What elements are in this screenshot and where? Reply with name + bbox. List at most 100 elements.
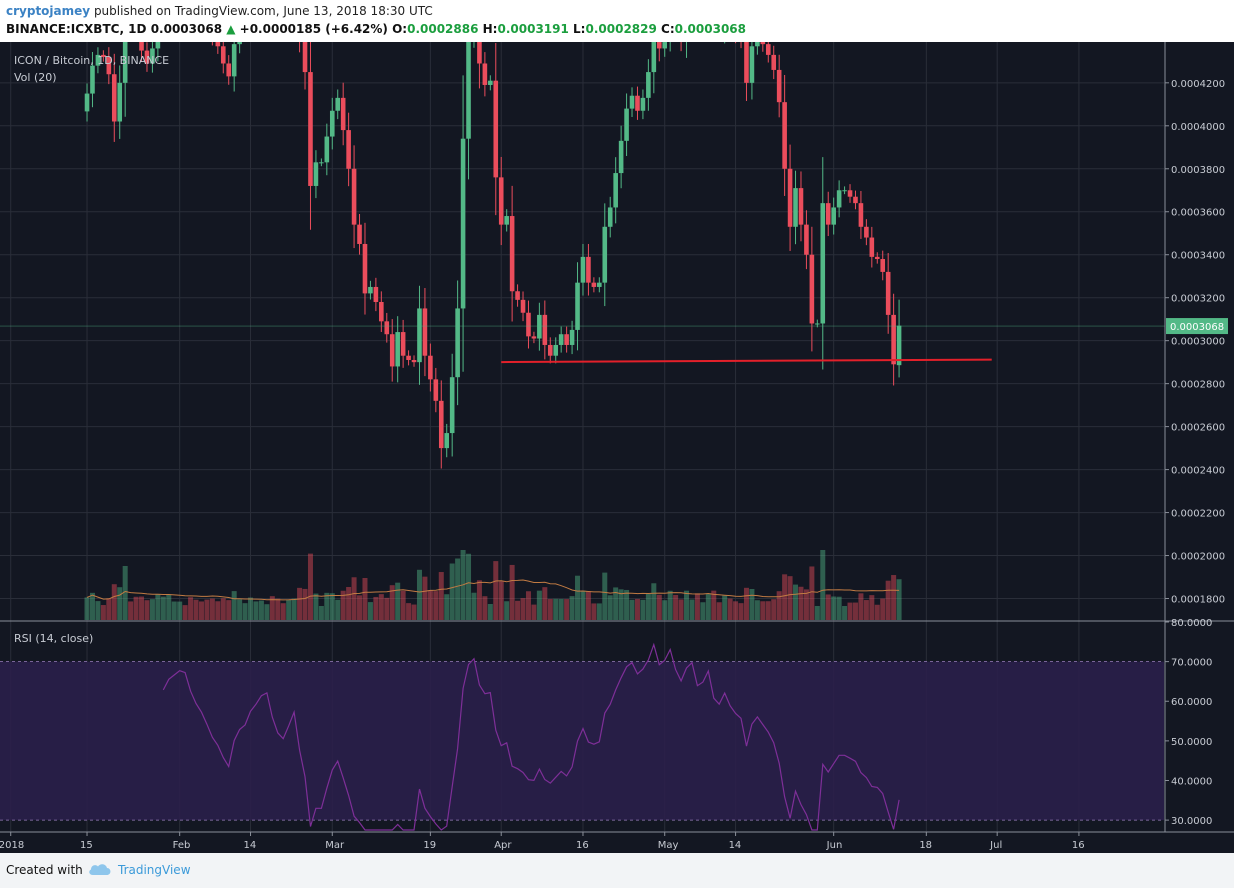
- volume-bar: [449, 563, 455, 620]
- volume-bars: [84, 550, 902, 620]
- volume-bar: [602, 572, 608, 620]
- price-tick-label: 0.0001800: [1171, 595, 1225, 606]
- volume-bar: [389, 585, 395, 620]
- price-tick-label: 0.0004200: [1171, 79, 1225, 90]
- candle-body: [493, 80, 499, 178]
- up-arrow-icon: ▲: [226, 22, 236, 36]
- candle-body: [373, 286, 379, 302]
- close-label: C:: [661, 22, 675, 36]
- volume-bar: [662, 600, 668, 620]
- candle-body: [117, 82, 123, 122]
- volume-bar: [264, 604, 270, 620]
- last-price-label-text: 0.0003068: [1170, 322, 1224, 333]
- volume-bar: [416, 569, 422, 620]
- volume-bar: [536, 590, 542, 620]
- candle-body: [379, 301, 384, 322]
- time-axis[interactable]: 2018 15 Feb 14 Mar 19 Apr 16 May 14 Jun 18 Jul 16: [0, 832, 1085, 851]
- candle-body: [389, 334, 395, 367]
- candle-body: [101, 54, 106, 58]
- volume-bar: [842, 606, 848, 620]
- volume-bar: [749, 589, 755, 620]
- candle-body: [874, 256, 880, 260]
- volume-bar: [351, 577, 357, 620]
- time-tick-label: Jul: [989, 840, 1002, 851]
- support-line[interactable]: [501, 358, 992, 364]
- candle-body: [618, 140, 624, 174]
- volume-bar: [122, 566, 128, 620]
- candle-body: [891, 314, 896, 365]
- publish-info: published on TradingView.com, June 13, 2…: [93, 4, 433, 18]
- candle-body: [384, 321, 390, 335]
- price-tick-label: 0.0002400: [1171, 466, 1225, 477]
- price-axis[interactable]: 0.0004200 0.0004000 0.0003800 0.0003600 0.00…: [1165, 79, 1225, 606]
- candle-body: [607, 207, 613, 227]
- volume-bar: [242, 603, 248, 620]
- candle-body: [368, 286, 373, 294]
- volume-bar: [885, 580, 891, 620]
- volume-bar: [689, 599, 695, 620]
- candle-body: [651, 42, 657, 73]
- chart-area[interactable]: 0.0004200 0.0004000 0.0003800 0.0003600 0.00…: [0, 42, 1234, 853]
- volume-bar: [803, 589, 809, 620]
- volume-bar: [743, 587, 749, 620]
- candle-body: [869, 237, 875, 257]
- candle-body: [635, 95, 640, 111]
- candle-body: [466, 42, 471, 139]
- candle-body: [569, 329, 575, 345]
- candle-body: [155, 42, 161, 49]
- volume-bar: [455, 558, 461, 620]
- author-link[interactable]: cryptojamey: [6, 4, 91, 18]
- volume-bar: [754, 600, 760, 620]
- candle-body: [84, 93, 90, 112]
- volume-bar: [618, 589, 624, 620]
- high-value: 0.0003191: [497, 22, 569, 36]
- volume-bar: [378, 594, 384, 620]
- candle-body: [831, 207, 836, 225]
- volume-bar: [215, 601, 221, 620]
- volume-bar: [209, 598, 215, 620]
- volume-bar: [357, 595, 363, 620]
- volume-bar: [569, 596, 575, 620]
- volume-bar: [373, 596, 379, 620]
- candle-body: [885, 271, 891, 315]
- volume-bar: [575, 575, 581, 620]
- volume-bar: [520, 598, 526, 620]
- candle-body: [111, 74, 117, 122]
- candle-body: [362, 243, 368, 294]
- candle-body: [150, 48, 155, 64]
- volume-bar: [629, 599, 635, 620]
- rsi-axis[interactable]: 80.0000 70.0000 60.0000 50.0000 40.0000 30.00…: [1165, 618, 1212, 827]
- volume-bar: [782, 574, 788, 620]
- volume-bar: [313, 593, 319, 620]
- volume-bar: [525, 591, 531, 620]
- candle-body: [547, 344, 553, 356]
- rsi-tick-label: 40.0000: [1171, 776, 1212, 787]
- candle-body: [313, 162, 319, 186]
- volume-bar: [509, 564, 515, 620]
- symbol-label: BINANCE:ICXBTC, 1D: [6, 22, 147, 36]
- high-label: H:: [482, 22, 498, 36]
- candle-body: [324, 136, 330, 163]
- volume-bar: [466, 553, 472, 620]
- candle-body: [335, 97, 341, 111]
- volume-bar: [891, 575, 897, 620]
- volume-bar: [106, 598, 112, 620]
- rsi-tick-label: 60.0000: [1171, 697, 1212, 708]
- price-tick-label: 0.0004000: [1171, 122, 1225, 133]
- volume-bar: [237, 599, 243, 620]
- candle-body: [542, 314, 548, 345]
- volume-bar: [771, 599, 777, 620]
- candle-body: [488, 80, 493, 85]
- time-tick-label: 2018: [0, 840, 24, 851]
- tradingview-link[interactable]: TradingView: [118, 863, 191, 877]
- volume-bar: [406, 603, 412, 620]
- volume-bar: [324, 592, 330, 620]
- volume-bar: [558, 598, 564, 620]
- volume-bar: [422, 576, 428, 620]
- volume-bar: [340, 590, 346, 620]
- volume-bar: [476, 580, 482, 620]
- candle-body: [760, 42, 766, 45]
- candle-body: [597, 282, 602, 287]
- tradingview-cloud-icon: [89, 864, 111, 875]
- volume-bar: [651, 583, 657, 620]
